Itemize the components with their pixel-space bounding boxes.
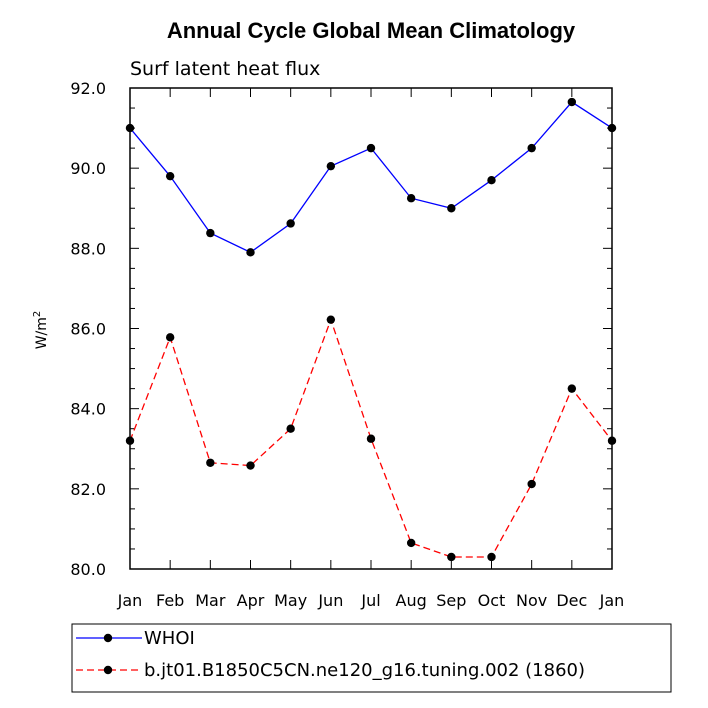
x-tick-label: Nov [516, 591, 547, 610]
axis-ticks [129, 87, 613, 570]
legend-marker-1 [103, 665, 113, 675]
x-tick-label: Mar [195, 591, 226, 610]
y-axis-label: W/m2 [32, 311, 50, 350]
y-tick-label: 92.0 [70, 79, 106, 98]
data-point [607, 436, 617, 445]
y-tick-label: 88.0 [70, 239, 106, 258]
data-point [246, 248, 255, 257]
legend-marker-0 [103, 633, 113, 643]
data-point [406, 194, 416, 203]
data-point [366, 143, 376, 153]
data-point [326, 161, 336, 171]
x-tick-label: May [274, 591, 307, 610]
x-tick-label: Jun [317, 591, 343, 610]
x-tick-label: Jan [599, 591, 625, 610]
series-line-0 [129, 101, 613, 254]
x-tick-label: Dec [556, 591, 587, 610]
y-tick-label: 80.0 [70, 560, 106, 579]
y-tick-label: 86.0 [70, 320, 106, 339]
legend-box [71, 623, 672, 693]
data-point [286, 219, 295, 228]
data-point [527, 143, 536, 153]
data-point [527, 479, 536, 489]
y-tick-label: 82.0 [70, 480, 106, 499]
data-point [206, 228, 215, 238]
data-point [165, 333, 175, 342]
data-point [567, 97, 577, 107]
axis-tick-labels: Jan Feb Mar Apr May Jun Jul Aug Sep Oct Nov Dec Jan 8… [70, 79, 624, 610]
y-axis-label-unit: W/m [34, 317, 50, 349]
data-point [125, 123, 135, 133]
legend-label-0: WHOI [144, 628, 195, 649]
x-tick-label: Oct [478, 591, 506, 610]
data-point [366, 434, 376, 443]
data-point [487, 175, 496, 185]
x-tick-label: Aug [396, 591, 427, 610]
y-tick-label: 90.0 [70, 159, 106, 178]
data-point [607, 123, 617, 133]
data-point [286, 424, 295, 433]
legend: WHOI b.jt01.B1850C5CN.ne120_g16.tuning.00… [76, 628, 585, 681]
y-axis-label-exponent: 2 [32, 311, 43, 317]
y-tick-label: 84.0 [70, 400, 106, 419]
data-point [125, 436, 135, 445]
series-markers [125, 97, 617, 562]
x-tick-label: Feb [156, 591, 184, 610]
data-point [165, 171, 175, 181]
x-tick-label: Apr [237, 591, 265, 610]
data-point [406, 538, 416, 548]
data-point [206, 458, 215, 467]
chart-title: Annual Cycle Global Mean Climatology [167, 18, 576, 43]
data-point [487, 552, 496, 562]
x-tick-label: Sep [436, 591, 466, 610]
legend-label-1: b.jt01.B1850C5CN.ne120_g16.tuning.002 (1… [144, 660, 585, 681]
data-point [246, 461, 255, 470]
x-tick-label: Jul [360, 591, 380, 610]
data-point [326, 315, 336, 324]
x-tick-label: Jan [117, 591, 143, 610]
series-lines [129, 101, 613, 558]
data-point [447, 204, 456, 213]
chart-subtitle: Surf latent heat flux [130, 58, 320, 80]
data-point [447, 552, 456, 562]
data-point [567, 384, 577, 393]
plot-frame [129, 87, 613, 570]
